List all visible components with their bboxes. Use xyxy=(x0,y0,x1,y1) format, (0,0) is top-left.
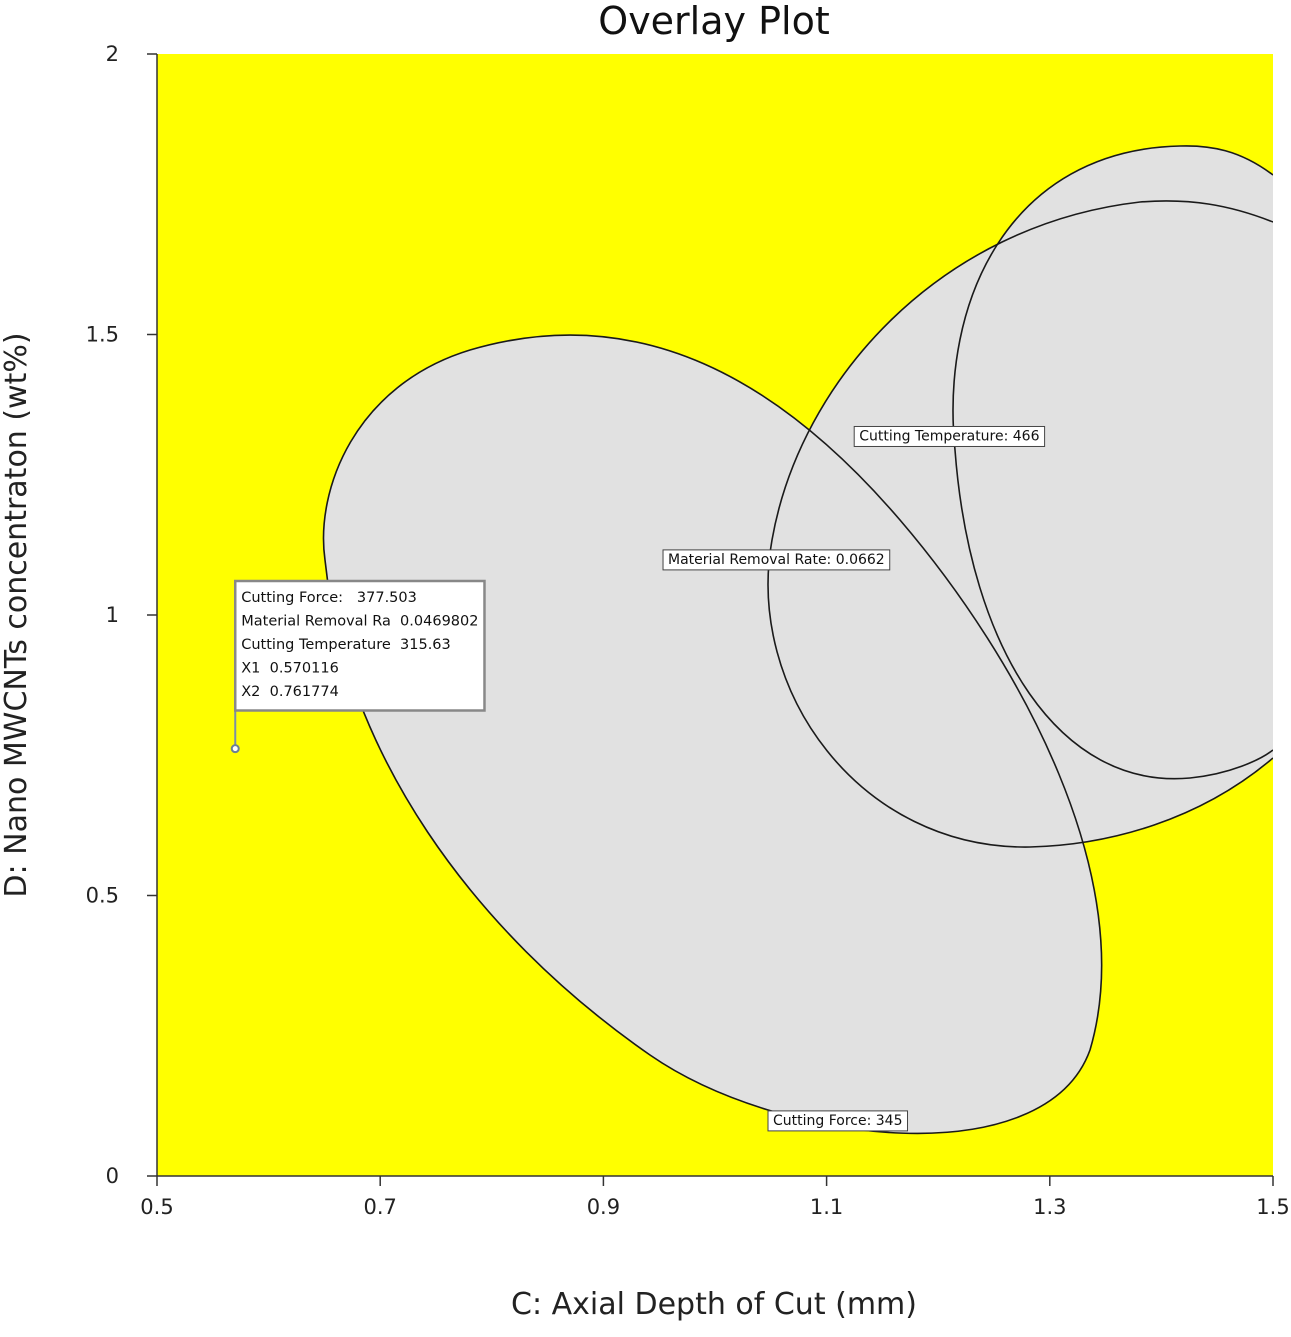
material-removal-rate-region xyxy=(768,200,1273,848)
contour-label-text: Cutting Temperature: 466 xyxy=(859,428,1039,444)
contour-labels: Cutting Temperature: 466 Material Removal… xyxy=(662,425,1046,1132)
flag-line: X2 0.761774 xyxy=(241,684,339,700)
x-tick-label: 1.5 xyxy=(1256,1195,1289,1219)
flag-line: Cutting Temperature 315.63 xyxy=(241,637,451,653)
x-tick-label: 0.5 xyxy=(140,1195,173,1219)
y-axis-title: D: Nano MWCNTs concentraton (wt%) xyxy=(0,332,34,897)
x-tick-label: 0.7 xyxy=(363,1195,396,1219)
contour-label: Cutting Temperature: 466 xyxy=(853,425,1046,447)
x-tick-label: 1.3 xyxy=(1033,1195,1066,1219)
x-tick-label: 0.9 xyxy=(587,1195,620,1219)
y-tick-label: 0.5 xyxy=(86,884,119,908)
flag-line: Material Removal Ra 0.0469802 xyxy=(241,614,478,630)
contour-label-box xyxy=(853,425,1046,447)
y-tick-label: 0 xyxy=(106,1164,119,1188)
x-tick-label: 1.1 xyxy=(810,1195,843,1219)
flag-lines: Cutting Force: 377.503 Material Removal R… xyxy=(241,590,478,700)
flag-line: X1 0.570116 xyxy=(241,661,339,677)
cutting-force-contour xyxy=(322,334,1103,1135)
y-ticks: 0 0.5 1 1.5 2 xyxy=(86,42,157,1188)
contour-label-box xyxy=(767,1110,909,1132)
contour-label: Material Removal Rate: 0.0662 xyxy=(662,549,891,571)
chart-title: Overlay Plot xyxy=(598,0,829,43)
cutting-temperature-contour xyxy=(952,145,1273,780)
contour-label-box xyxy=(662,549,891,571)
contour-label-text: Material Removal Rate: 0.0662 xyxy=(668,552,885,568)
x-axis-title: C: Axial Depth of Cut (mm) xyxy=(511,1287,917,1322)
contour-label-text: Cutting Force: 345 xyxy=(773,1113,903,1129)
flag-annotation[interactable]: Cutting Force: 377.503 Material Removal R… xyxy=(230,579,486,754)
y-tick-label: 2 xyxy=(106,42,119,66)
x-ticks: 0.5 0.7 0.9 1.1 1.3 1.5 xyxy=(140,1176,1290,1219)
flag-point-marker[interactable] xyxy=(230,744,240,754)
flag-box xyxy=(233,579,486,712)
contour-regions xyxy=(322,145,1273,1135)
flag-line: Cutting Force: 377.503 xyxy=(241,590,417,606)
y-tick-label: 1 xyxy=(106,603,119,627)
y-tick-label: 1.5 xyxy=(86,323,119,347)
contour-label: Cutting Force: 345 xyxy=(767,1110,909,1132)
